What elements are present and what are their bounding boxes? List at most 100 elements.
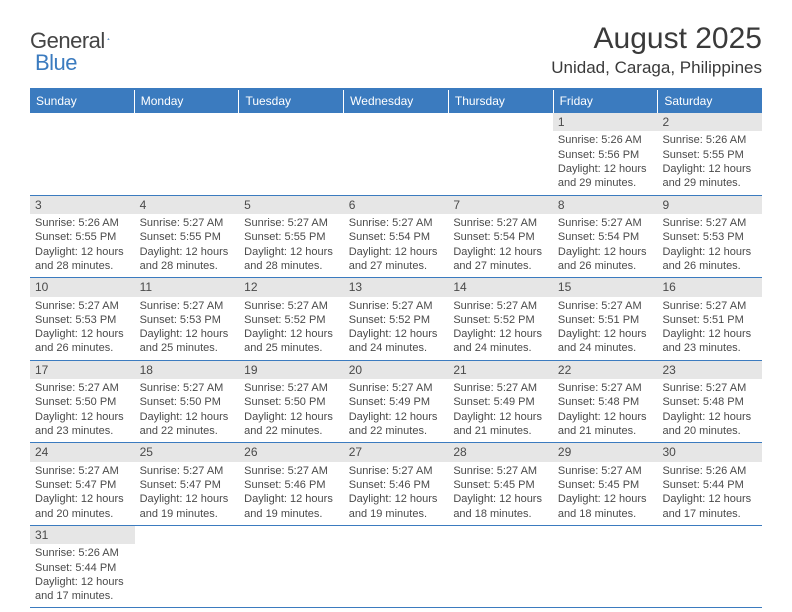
- day-number: 7: [448, 196, 553, 214]
- day-number: 29: [553, 443, 658, 461]
- day-cell: 9Sunrise: 5:27 AMSunset: 5:53 PMDaylight…: [657, 196, 762, 278]
- day-details: Sunrise: 5:27 AMSunset: 5:48 PMDaylight:…: [657, 379, 762, 442]
- day-header: Friday: [554, 90, 659, 113]
- day-cell: 11Sunrise: 5:27 AMSunset: 5:53 PMDayligh…: [135, 278, 240, 360]
- day-number: 3: [30, 196, 135, 214]
- day-details: Sunrise: 5:27 AMSunset: 5:55 PMDaylight:…: [239, 214, 344, 277]
- day-number: 12: [239, 278, 344, 296]
- day-cell: 25Sunrise: 5:27 AMSunset: 5:47 PMDayligh…: [135, 443, 240, 525]
- day-number: 19: [239, 361, 344, 379]
- day-number: 26: [239, 443, 344, 461]
- day-number: 13: [344, 278, 449, 296]
- day-details: Sunrise: 5:27 AMSunset: 5:47 PMDaylight:…: [30, 462, 135, 525]
- day-number: 8: [553, 196, 658, 214]
- empty-cell: [657, 526, 762, 608]
- header: General August 2025 Unidad, Caraga, Phil…: [30, 22, 762, 78]
- day-details: Sunrise: 5:26 AMSunset: 5:55 PMDaylight:…: [657, 131, 762, 194]
- day-details: Sunrise: 5:27 AMSunset: 5:50 PMDaylight:…: [239, 379, 344, 442]
- day-details: Sunrise: 5:26 AMSunset: 5:44 PMDaylight:…: [657, 462, 762, 525]
- day-cell: 26Sunrise: 5:27 AMSunset: 5:46 PMDayligh…: [239, 443, 344, 525]
- day-details: Sunrise: 5:27 AMSunset: 5:50 PMDaylight:…: [135, 379, 240, 442]
- month-title: August 2025: [551, 22, 762, 56]
- day-cell: 5Sunrise: 5:27 AMSunset: 5:55 PMDaylight…: [239, 196, 344, 278]
- day-number: 2: [657, 113, 762, 131]
- day-cell: 20Sunrise: 5:27 AMSunset: 5:49 PMDayligh…: [344, 361, 449, 443]
- day-number: 20: [344, 361, 449, 379]
- week-row: 1Sunrise: 5:26 AMSunset: 5:56 PMDaylight…: [30, 113, 762, 196]
- day-cell: 28Sunrise: 5:27 AMSunset: 5:45 PMDayligh…: [448, 443, 553, 525]
- day-cell: 29Sunrise: 5:27 AMSunset: 5:45 PMDayligh…: [553, 443, 658, 525]
- day-number: 18: [135, 361, 240, 379]
- day-number: 31: [30, 526, 135, 544]
- day-cell: 22Sunrise: 5:27 AMSunset: 5:48 PMDayligh…: [553, 361, 658, 443]
- day-number: 27: [344, 443, 449, 461]
- day-cell: 8Sunrise: 5:27 AMSunset: 5:54 PMDaylight…: [553, 196, 658, 278]
- location-subtitle: Unidad, Caraga, Philippines: [551, 58, 762, 78]
- day-number: 16: [657, 278, 762, 296]
- day-details: Sunrise: 5:27 AMSunset: 5:51 PMDaylight:…: [657, 297, 762, 360]
- day-number: 22: [553, 361, 658, 379]
- week-row: 17Sunrise: 5:27 AMSunset: 5:50 PMDayligh…: [30, 361, 762, 444]
- empty-cell: [30, 113, 135, 195]
- day-details: Sunrise: 5:27 AMSunset: 5:50 PMDaylight:…: [30, 379, 135, 442]
- day-cell: 18Sunrise: 5:27 AMSunset: 5:50 PMDayligh…: [135, 361, 240, 443]
- day-cell: 21Sunrise: 5:27 AMSunset: 5:49 PMDayligh…: [448, 361, 553, 443]
- week-row: 10Sunrise: 5:27 AMSunset: 5:53 PMDayligh…: [30, 278, 762, 361]
- day-cell: 14Sunrise: 5:27 AMSunset: 5:52 PMDayligh…: [448, 278, 553, 360]
- day-header-row: SundayMondayTuesdayWednesdayThursdayFrid…: [30, 90, 762, 113]
- day-details: Sunrise: 5:27 AMSunset: 5:54 PMDaylight:…: [344, 214, 449, 277]
- day-details: Sunrise: 5:26 AMSunset: 5:44 PMDaylight:…: [30, 544, 135, 607]
- empty-cell: [135, 526, 240, 608]
- empty-cell: [239, 113, 344, 195]
- empty-cell: [135, 113, 240, 195]
- day-cell: 7Sunrise: 5:27 AMSunset: 5:54 PMDaylight…: [448, 196, 553, 278]
- day-number: 30: [657, 443, 762, 461]
- day-details: Sunrise: 5:27 AMSunset: 5:51 PMDaylight:…: [553, 297, 658, 360]
- day-cell: 31Sunrise: 5:26 AMSunset: 5:44 PMDayligh…: [30, 526, 135, 608]
- day-number: 11: [135, 278, 240, 296]
- day-details: Sunrise: 5:26 AMSunset: 5:55 PMDaylight:…: [30, 214, 135, 277]
- day-details: Sunrise: 5:27 AMSunset: 5:49 PMDaylight:…: [344, 379, 449, 442]
- day-number: 6: [344, 196, 449, 214]
- week-row: 3Sunrise: 5:26 AMSunset: 5:55 PMDaylight…: [30, 196, 762, 279]
- day-number: 24: [30, 443, 135, 461]
- day-cell: 4Sunrise: 5:27 AMSunset: 5:55 PMDaylight…: [135, 196, 240, 278]
- day-cell: 12Sunrise: 5:27 AMSunset: 5:52 PMDayligh…: [239, 278, 344, 360]
- day-cell: 30Sunrise: 5:26 AMSunset: 5:44 PMDayligh…: [657, 443, 762, 525]
- day-header: Tuesday: [239, 90, 344, 113]
- day-cell: 10Sunrise: 5:27 AMSunset: 5:53 PMDayligh…: [30, 278, 135, 360]
- day-details: Sunrise: 5:27 AMSunset: 5:45 PMDaylight:…: [553, 462, 658, 525]
- day-cell: 6Sunrise: 5:27 AMSunset: 5:54 PMDaylight…: [344, 196, 449, 278]
- empty-cell: [239, 526, 344, 608]
- day-number: 28: [448, 443, 553, 461]
- day-cell: 24Sunrise: 5:27 AMSunset: 5:47 PMDayligh…: [30, 443, 135, 525]
- day-cell: 16Sunrise: 5:27 AMSunset: 5:51 PMDayligh…: [657, 278, 762, 360]
- day-cell: 23Sunrise: 5:27 AMSunset: 5:48 PMDayligh…: [657, 361, 762, 443]
- day-details: Sunrise: 5:27 AMSunset: 5:47 PMDaylight:…: [135, 462, 240, 525]
- day-details: Sunrise: 5:27 AMSunset: 5:49 PMDaylight:…: [448, 379, 553, 442]
- calendar: SundayMondayTuesdayWednesdayThursdayFrid…: [30, 88, 762, 608]
- day-cell: 13Sunrise: 5:27 AMSunset: 5:52 PMDayligh…: [344, 278, 449, 360]
- day-number: 17: [30, 361, 135, 379]
- day-number: 23: [657, 361, 762, 379]
- day-header: Thursday: [449, 90, 554, 113]
- empty-cell: [344, 113, 449, 195]
- week-row: 31Sunrise: 5:26 AMSunset: 5:44 PMDayligh…: [30, 526, 762, 608]
- day-details: Sunrise: 5:27 AMSunset: 5:45 PMDaylight:…: [448, 462, 553, 525]
- day-cell: 1Sunrise: 5:26 AMSunset: 5:56 PMDaylight…: [553, 113, 658, 195]
- day-details: Sunrise: 5:27 AMSunset: 5:48 PMDaylight:…: [553, 379, 658, 442]
- day-details: Sunrise: 5:27 AMSunset: 5:46 PMDaylight:…: [344, 462, 449, 525]
- day-number: 21: [448, 361, 553, 379]
- day-cell: 2Sunrise: 5:26 AMSunset: 5:55 PMDaylight…: [657, 113, 762, 195]
- day-number: 15: [553, 278, 658, 296]
- day-cell: 27Sunrise: 5:27 AMSunset: 5:46 PMDayligh…: [344, 443, 449, 525]
- empty-cell: [448, 526, 553, 608]
- day-details: Sunrise: 5:27 AMSunset: 5:54 PMDaylight:…: [448, 214, 553, 277]
- day-cell: 15Sunrise: 5:27 AMSunset: 5:51 PMDayligh…: [553, 278, 658, 360]
- day-details: Sunrise: 5:27 AMSunset: 5:46 PMDaylight:…: [239, 462, 344, 525]
- sail-icon: [107, 30, 110, 48]
- day-number: 9: [657, 196, 762, 214]
- day-details: Sunrise: 5:27 AMSunset: 5:52 PMDaylight:…: [344, 297, 449, 360]
- day-number: 4: [135, 196, 240, 214]
- day-details: Sunrise: 5:27 AMSunset: 5:53 PMDaylight:…: [30, 297, 135, 360]
